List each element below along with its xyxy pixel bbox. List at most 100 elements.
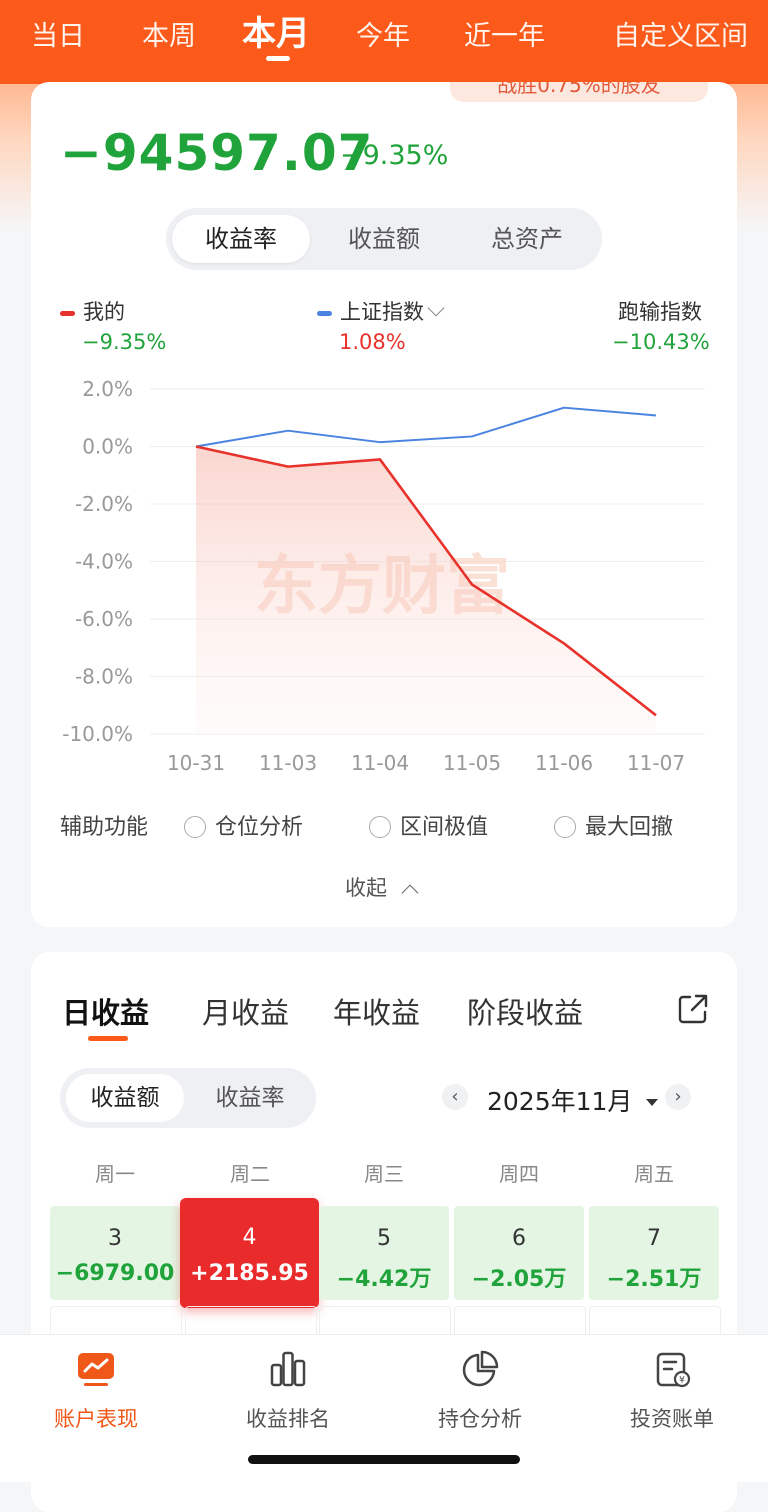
calendar-day-cell[interactable]: 6 −2.05万 bbox=[454, 1206, 584, 1300]
weekday-tue: 周二 bbox=[185, 1158, 315, 1187]
series-index-line bbox=[196, 408, 656, 447]
value-tab-rate[interactable]: 收益率 bbox=[191, 1074, 309, 1122]
tab-monthly-profit[interactable]: 月收益 bbox=[202, 990, 289, 1032]
next-month-button[interactable]: › bbox=[665, 1084, 691, 1110]
tab-active-indicator bbox=[266, 56, 290, 61]
svg-text:¥: ¥ bbox=[679, 1376, 685, 1386]
metric-tab-return-rate[interactable]: 收益率 bbox=[172, 215, 310, 263]
y-tick-label: -8.0% bbox=[75, 665, 133, 689]
x-tick-label: 10-31 bbox=[167, 751, 225, 775]
nav-profit-ranking[interactable]: 收益排名 bbox=[192, 1335, 384, 1445]
legend-index-value: 1.08% bbox=[339, 330, 406, 354]
series-mine-area bbox=[196, 447, 656, 735]
y-tick-label: -10.0% bbox=[62, 722, 133, 746]
legend-index-swatch bbox=[317, 311, 332, 316]
metric-tab-total-assets[interactable]: 总资产 bbox=[458, 215, 596, 263]
day-profit: +2185.95 bbox=[180, 1261, 319, 1286]
y-tick-label: -4.0% bbox=[75, 550, 133, 574]
radio-icon bbox=[184, 816, 206, 838]
x-tick-label: 11-06 bbox=[535, 751, 593, 775]
nav-account-performance[interactable]: 账户表现 bbox=[0, 1335, 192, 1445]
nav-label: 持仓分析 bbox=[384, 1403, 576, 1433]
y-tick-label: 2.0% bbox=[82, 377, 133, 401]
weekday-wed: 周三 bbox=[319, 1158, 449, 1187]
legend-index-selector[interactable]: 上证指数 bbox=[317, 296, 442, 326]
calendar-empty-cell bbox=[454, 1306, 586, 1337]
profit-percent: −9.35% bbox=[340, 140, 448, 171]
legend-underperform-label: 跑输指数 bbox=[618, 296, 702, 326]
legend-mine-value: −9.35% bbox=[82, 330, 166, 354]
calendar-empty-cell bbox=[50, 1306, 182, 1337]
day-number: 7 bbox=[589, 1226, 719, 1251]
weekday-fri: 周五 bbox=[589, 1158, 719, 1187]
day-profit: −2.05万 bbox=[454, 1261, 584, 1293]
tab-month[interactable]: 本月 bbox=[242, 6, 310, 55]
pie-chart-icon bbox=[460, 1349, 500, 1389]
beat-percentile-badge[interactable]: 战胜0.75%的股友 bbox=[450, 82, 708, 102]
legend-underperform-value: −10.43% bbox=[612, 330, 710, 354]
x-tick-label: 11-04 bbox=[351, 751, 409, 775]
weekday-thu: 周四 bbox=[454, 1158, 584, 1187]
calendar-day-cell[interactable]: 7 −2.51万 bbox=[589, 1206, 719, 1300]
home-indicator bbox=[248, 1455, 520, 1464]
assist-option-extremes[interactable]: 区间极值 bbox=[369, 809, 488, 841]
chevron-down-icon bbox=[428, 300, 445, 317]
metric-tab-return-amount[interactable]: 收益额 bbox=[315, 215, 453, 263]
bar-chart-icon bbox=[268, 1349, 308, 1389]
legend-mine-swatch bbox=[60, 311, 75, 316]
day-number: 5 bbox=[319, 1226, 449, 1251]
bill-icon: ¥ bbox=[652, 1349, 692, 1389]
tab-custom-range[interactable]: 自定义区间 bbox=[613, 14, 748, 53]
calendar-empty-cell bbox=[319, 1306, 451, 1337]
tab-today[interactable]: 当日 bbox=[31, 14, 85, 53]
day-number: 3 bbox=[50, 1226, 180, 1251]
nav-holding-analysis[interactable]: 持仓分析 bbox=[384, 1335, 576, 1445]
value-segmented-control: 收益额 收益率 bbox=[60, 1068, 316, 1128]
radio-icon bbox=[554, 816, 576, 838]
x-tick-label: 11-05 bbox=[443, 751, 501, 775]
calendar-day-cell-selected[interactable]: 4 +2185.95 bbox=[180, 1198, 319, 1308]
month-selector[interactable]: 2025年11月 bbox=[487, 1082, 658, 1118]
chevron-up-icon bbox=[401, 885, 418, 902]
prev-month-button[interactable]: ‹ bbox=[442, 1084, 468, 1110]
weekday-mon: 周一 bbox=[50, 1158, 180, 1187]
y-tick-label: -2.0% bbox=[75, 492, 133, 516]
profit-amount: −94597.07 bbox=[60, 124, 373, 182]
tab-last-year[interactable]: 近一年 bbox=[464, 14, 545, 53]
nav-label: 投资账单 bbox=[576, 1403, 768, 1433]
calendar-day-cell[interactable]: 3 −6979.00 bbox=[50, 1206, 180, 1300]
performance-chart-icon bbox=[76, 1349, 116, 1389]
day-profit: −6979.00 bbox=[50, 1261, 180, 1286]
tab-daily-profit[interactable]: 日收益 bbox=[62, 990, 149, 1032]
y-tick-label: -6.0% bbox=[75, 607, 133, 631]
calendar-empty-cell bbox=[185, 1306, 317, 1337]
period-tab-indicator bbox=[88, 1036, 128, 1041]
return-line-chart[interactable]: 2.0% 0.0% -2.0% -4.0% -6.0% -8.0% -10.0% 10-31 1… bbox=[0, 370, 768, 780]
x-tick-label: 11-07 bbox=[627, 751, 685, 775]
day-number: 4 bbox=[180, 1225, 319, 1250]
x-tick-label: 11-03 bbox=[259, 751, 317, 775]
metric-segmented-control: 收益率 收益额 总资产 bbox=[166, 208, 602, 270]
day-number: 6 bbox=[454, 1226, 584, 1251]
legend-index-label: 上证指数 bbox=[340, 300, 424, 324]
tab-this-year[interactable]: 今年 bbox=[356, 14, 410, 53]
tab-week[interactable]: 本周 bbox=[142, 14, 196, 53]
y-tick-label: 0.0% bbox=[82, 435, 133, 459]
day-profit: −4.42万 bbox=[319, 1261, 449, 1293]
share-icon[interactable] bbox=[676, 992, 710, 1026]
calendar-empty-cell bbox=[589, 1306, 721, 1337]
assist-functions-label: 辅助功能 bbox=[60, 809, 148, 841]
nav-investment-bill[interactable]: ¥ 投资账单 bbox=[576, 1335, 768, 1445]
caret-down-icon bbox=[646, 1099, 658, 1106]
period-tab-bar: 当日 本周 本月 今年 近一年 自定义区间 bbox=[0, 0, 768, 84]
assist-option-position[interactable]: 仓位分析 bbox=[184, 809, 303, 841]
value-tab-amount[interactable]: 收益额 bbox=[66, 1074, 184, 1122]
tab-stage-profit[interactable]: 阶段收益 bbox=[467, 990, 583, 1032]
radio-icon bbox=[369, 816, 391, 838]
collapse-button[interactable]: 收起 bbox=[345, 872, 416, 902]
assist-option-drawdown[interactable]: 最大回撤 bbox=[554, 809, 673, 841]
month-label: 2025年11月 bbox=[487, 1087, 632, 1116]
tab-yearly-profit[interactable]: 年收益 bbox=[333, 990, 420, 1032]
calendar-day-cell[interactable]: 5 −4.42万 bbox=[319, 1206, 449, 1300]
nav-label: 收益排名 bbox=[192, 1403, 384, 1433]
